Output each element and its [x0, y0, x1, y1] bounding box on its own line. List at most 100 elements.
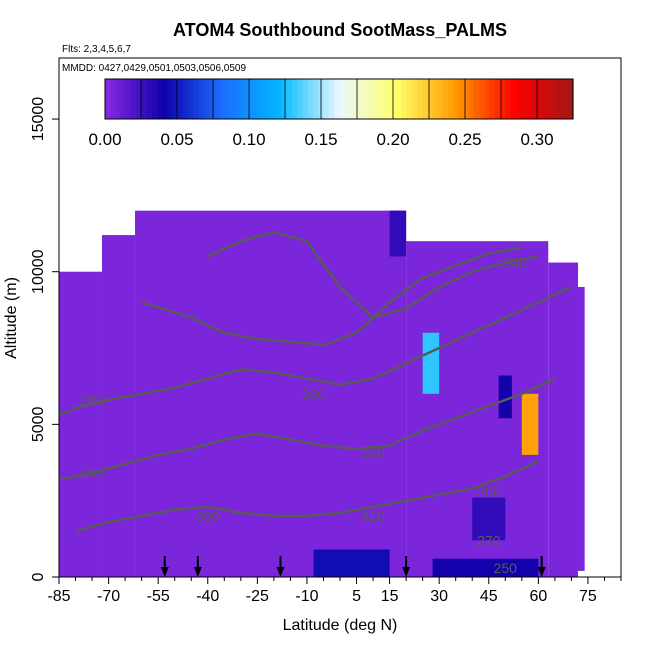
x-tick-label: 15: [381, 588, 399, 605]
colorbar-swatch: [437, 79, 444, 119]
y-tick-label: 10000: [30, 249, 47, 294]
colorbar-swatch: [110, 79, 116, 119]
flight-arrow-head: [537, 567, 546, 577]
x-tick-label: 60: [529, 588, 547, 605]
flight-arrow-head: [276, 567, 285, 577]
colorbar-swatch: [240, 79, 246, 119]
coverage-cell: [101, 235, 136, 577]
colorbar-swatch: [209, 79, 215, 119]
contour-label: 290: [80, 465, 104, 481]
coverage-cell: [578, 286, 585, 571]
colorbar-swatch: [245, 79, 252, 119]
colorbar-swatch: [344, 79, 350, 119]
flight-arrow-head: [160, 567, 169, 577]
colorbar-swatch: [183, 79, 189, 119]
contour-label: 250: [494, 560, 518, 576]
x-tick-label: 5: [352, 588, 361, 605]
colorbar-swatch: [500, 79, 506, 119]
colorbar-frame: [104, 78, 574, 120]
colorbar-swatch: [188, 79, 194, 119]
y-axis-label: Altitude (m): [3, 277, 20, 359]
colorbar-swatch: [136, 79, 142, 119]
colorbar-swatch: [385, 79, 392, 119]
colorbar-swatch: [521, 79, 527, 119]
colorbar-swatch: [375, 79, 382, 119]
hotspot-cell: [422, 332, 440, 394]
coverage-cell: [59, 271, 102, 577]
x-axis: -85 -70 -55 -40 -25 -10 5 15 30 45 60 75: [47, 577, 622, 605]
hotspot-cell: [313, 549, 390, 577]
hotspot-cell: [498, 375, 512, 419]
colorbar-swatch: [463, 79, 470, 119]
hotspot-cell: [472, 497, 506, 541]
x-tick-label: -70: [97, 588, 120, 605]
colorbar-swatch: [380, 79, 387, 119]
contour-lines: [59, 230, 572, 533]
colorbar-swatch: [562, 79, 569, 119]
hotspot-cell: [389, 210, 407, 257]
colorbar-swatch: [167, 79, 174, 119]
colorbar-swatch: [495, 79, 501, 119]
flight-arrows: [160, 556, 546, 577]
colorbar-swatch: [276, 79, 283, 119]
y-tick-label: 5000: [30, 406, 47, 442]
colorbar-tick-label: 0.10: [232, 130, 265, 149]
colorbar-swatch: [448, 79, 454, 119]
colorbar-swatch: [146, 79, 153, 119]
colorbar-swatch: [287, 79, 293, 119]
colorbar-swatch: [365, 79, 371, 119]
contour-line: [141, 246, 523, 347]
colorbar-swatch: [484, 79, 491, 119]
colorbar-swatch: [479, 79, 486, 119]
colorbar-swatch: [552, 79, 558, 119]
x-tick-label: -40: [196, 588, 219, 605]
colorbar-swatch: [115, 79, 122, 119]
chart-title: ATOM4 Southbound SootMass_PALMS: [173, 20, 507, 40]
colorbar-swatch: [417, 79, 423, 119]
colorbar-swatch: [354, 79, 361, 119]
colorbar-tick-label: 0.05: [160, 130, 193, 149]
contour-label: 300: [477, 484, 501, 500]
colorbar-swatch: [427, 79, 434, 119]
colorbar-swatch: [526, 79, 532, 119]
colorbar-swatch: [219, 79, 226, 119]
colorbar-swatch: [172, 79, 179, 119]
colorbar-swatch: [328, 79, 335, 119]
colorbar-swatch: [105, 79, 111, 119]
x-tick-label: 30: [430, 588, 448, 605]
colorbar-swatch: [411, 79, 418, 119]
contour-labels: 280 290 300 310 320 330 300 270 250 340: [80, 255, 527, 576]
colorbar-swatch: [359, 79, 366, 119]
x-tick-label: -55: [147, 588, 170, 605]
colorbar-swatch: [313, 79, 319, 119]
contour-line: [59, 377, 556, 481]
x-tick-label: -10: [295, 588, 318, 605]
colorbar-tick-label: 0.30: [520, 130, 553, 149]
colorbar-swatch: [323, 79, 330, 119]
hotspot-cell: [432, 558, 539, 577]
flight-arrow: [160, 556, 169, 577]
contour-label: 310: [361, 508, 385, 524]
colorbar-swatch: [302, 79, 309, 119]
colorbar-swatch: [489, 79, 496, 119]
y-tick-label: 15000: [30, 97, 47, 142]
colorbar-swatch: [453, 79, 460, 119]
flight-arrow-head: [402, 567, 411, 577]
colorbar-swatch: [198, 79, 205, 119]
colorbar-swatch: [120, 79, 127, 119]
colorbar-swatch: [292, 79, 298, 119]
y-axis: 0 5000 10000 15000: [30, 97, 59, 581]
colorbar-swatch: [510, 79, 517, 119]
colorbar-swatch: [557, 79, 564, 119]
colorbar-tick-label: 0.20: [376, 130, 409, 149]
colorbar-swatch: [157, 79, 163, 119]
colorbar: 0.00 0.05 0.10 0.15 0.20 0.25 0.30: [88, 78, 574, 149]
colorbar-swatch: [266, 79, 272, 119]
contour-label: 280: [80, 392, 104, 408]
colorbar-swatch: [177, 79, 184, 119]
colorbar-swatch: [531, 79, 538, 119]
colorbar-swatch: [567, 79, 574, 119]
colorbar-swatch: [235, 79, 241, 119]
